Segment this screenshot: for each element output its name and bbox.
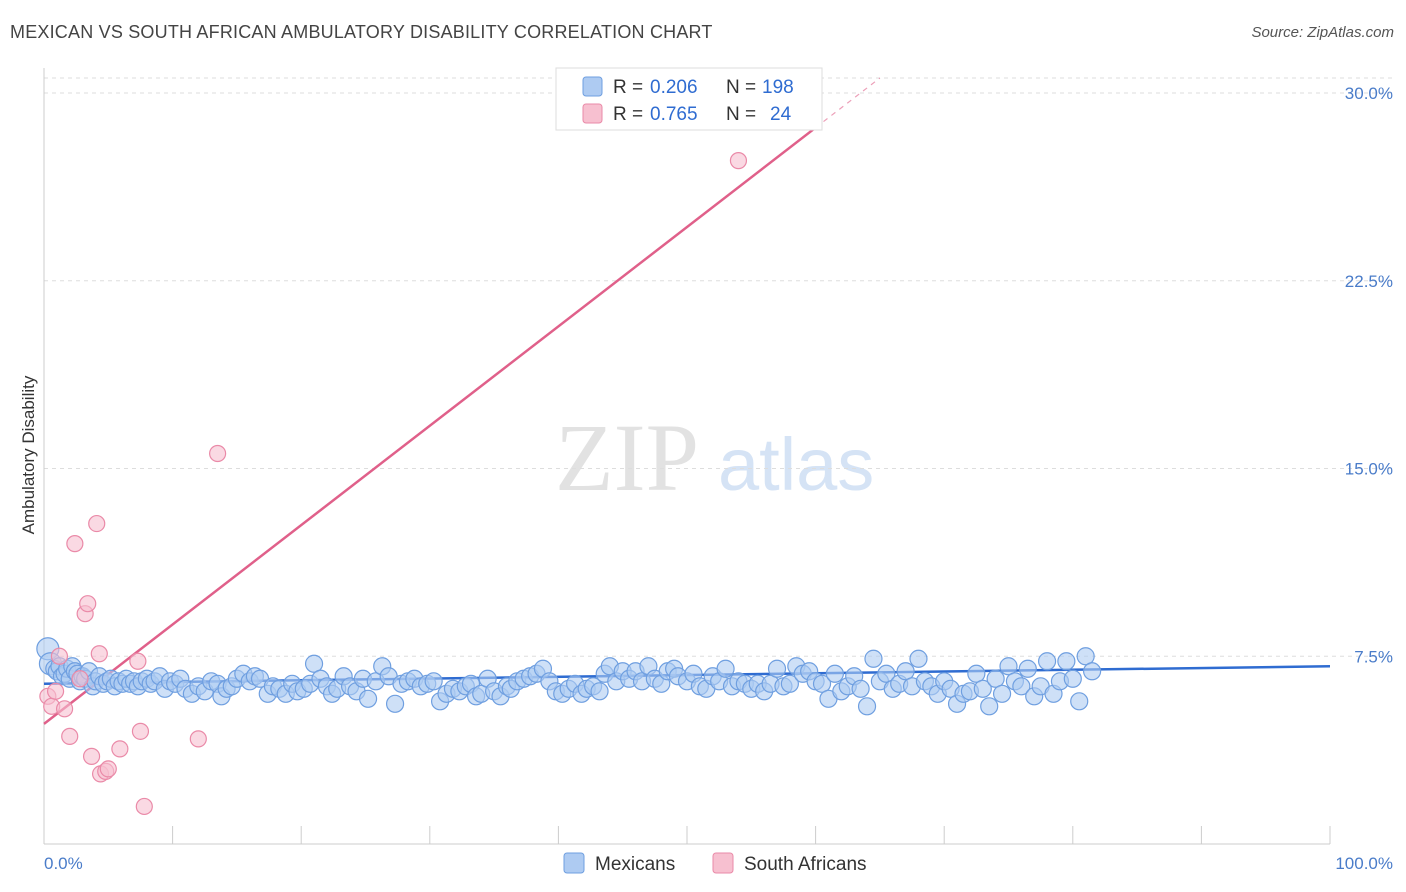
- south-africans-point: [82, 747, 101, 765]
- legend-swatch-south-africans: [582, 103, 603, 124]
- mexicans-point: [864, 649, 883, 668]
- legend-n-label-1: N =: [726, 104, 756, 125]
- mexicans-point: [1070, 692, 1089, 711]
- legend-n-label-0: N =: [726, 77, 756, 98]
- south-africans-point: [79, 595, 97, 613]
- mexicans-point: [1012, 677, 1031, 696]
- data-points: [36, 152, 1102, 816]
- south-africans-point: [71, 670, 89, 688]
- legend-n-value-0: 198: [762, 77, 794, 98]
- south-africans-point: [135, 797, 153, 816]
- mexicans-point: [992, 684, 1012, 703]
- south-africans-point: [88, 514, 106, 533]
- y-tick-label: 7.5%: [1354, 647, 1393, 666]
- legend-r-value-1: 0.765: [650, 104, 698, 125]
- mexicans-point: [304, 654, 324, 673]
- mexicans-point: [1082, 662, 1102, 681]
- mexicans-point: [999, 657, 1018, 676]
- y-tick-label: 15.0%: [1345, 460, 1393, 479]
- mexicans-point: [896, 662, 915, 681]
- y-axis-label: Ambulatory Disability: [19, 375, 38, 534]
- south-africans-point: [66, 535, 84, 553]
- y-tick-labels: 7.5% 15.0% 22.5% 30.0%: [1345, 84, 1393, 666]
- y-tick-label: 22.5%: [1345, 272, 1393, 291]
- legend-n-value-1: 24: [770, 104, 792, 125]
- south-africans-point: [111, 740, 129, 758]
- mexicans-point: [767, 659, 787, 678]
- chart-title: MEXICAN VS SOUTH AFRICAN AMBULATORY DISA…: [10, 22, 713, 42]
- south-africans-point: [50, 647, 69, 665]
- legend-r-label-0: R =: [613, 77, 643, 98]
- axes: [43, 68, 1331, 845]
- mexicans-point: [877, 664, 896, 683]
- series-legend: Mexicans South Africans: [563, 852, 867, 875]
- south-africans-point: [99, 760, 117, 778]
- mexicans-point: [857, 697, 877, 716]
- mexicans-point: [825, 664, 844, 683]
- y-tick-label: 30.0%: [1345, 84, 1393, 103]
- mexicans-point: [986, 669, 1005, 688]
- stats-legend: R = 0.206 N = 198 R = 0.765 N = 24: [555, 67, 823, 131]
- mexicans-point: [967, 664, 986, 683]
- watermark-atlas: atlas: [718, 423, 874, 506]
- mexicans-point: [424, 672, 443, 691]
- mexicans-point: [358, 689, 378, 708]
- mexicans-point: [1057, 652, 1076, 671]
- legend-swatch-mexicans: [582, 76, 603, 97]
- x-tick-label-max: 100.0%: [1335, 854, 1393, 873]
- series-legend-label-mexicans: Mexicans: [595, 854, 675, 875]
- x-tick-label-min: 0.0%: [44, 854, 83, 873]
- mexicans-point: [385, 694, 405, 713]
- south-africans-point: [90, 645, 108, 663]
- mexicans-point: [716, 659, 735, 678]
- south-africans-trend-extension: [815, 77, 881, 129]
- series-legend-swatch-mexicans: [563, 852, 585, 874]
- mexicans-point: [980, 697, 999, 716]
- mexicans-point: [1063, 669, 1082, 688]
- south-africans-point: [209, 444, 227, 463]
- mexicans-point: [1018, 659, 1037, 678]
- series-legend-swatch-south-africans: [712, 852, 734, 874]
- gridlines: [44, 77, 1393, 657]
- south-africans-point: [729, 152, 748, 170]
- south-africans-point: [46, 682, 65, 700]
- south-africans-point: [189, 730, 207, 748]
- mexicans-point: [812, 674, 832, 693]
- mexicans-point: [1076, 647, 1095, 666]
- south-africans-point: [55, 700, 74, 718]
- mexicans-point: [590, 682, 609, 701]
- trend-lines: [43, 77, 1331, 725]
- south-africans-point: [61, 727, 79, 745]
- mexicans-point: [1037, 652, 1057, 671]
- watermark-zip: ZIP: [555, 404, 699, 511]
- mexicans-point: [909, 649, 928, 668]
- mexicans-point: [780, 674, 799, 693]
- legend-r-label-1: R =: [613, 104, 643, 125]
- mexicans-point: [851, 679, 870, 698]
- mexicans-point: [973, 679, 992, 698]
- source-label: Source: ZipAtlas.com: [1251, 24, 1394, 41]
- south-africans-point: [131, 722, 150, 740]
- series-legend-label-south-africans: South Africans: [744, 854, 867, 875]
- south-africans-trend-line: [43, 126, 817, 725]
- south-africans-point: [129, 652, 147, 670]
- legend-r-value-0: 0.206: [650, 77, 698, 98]
